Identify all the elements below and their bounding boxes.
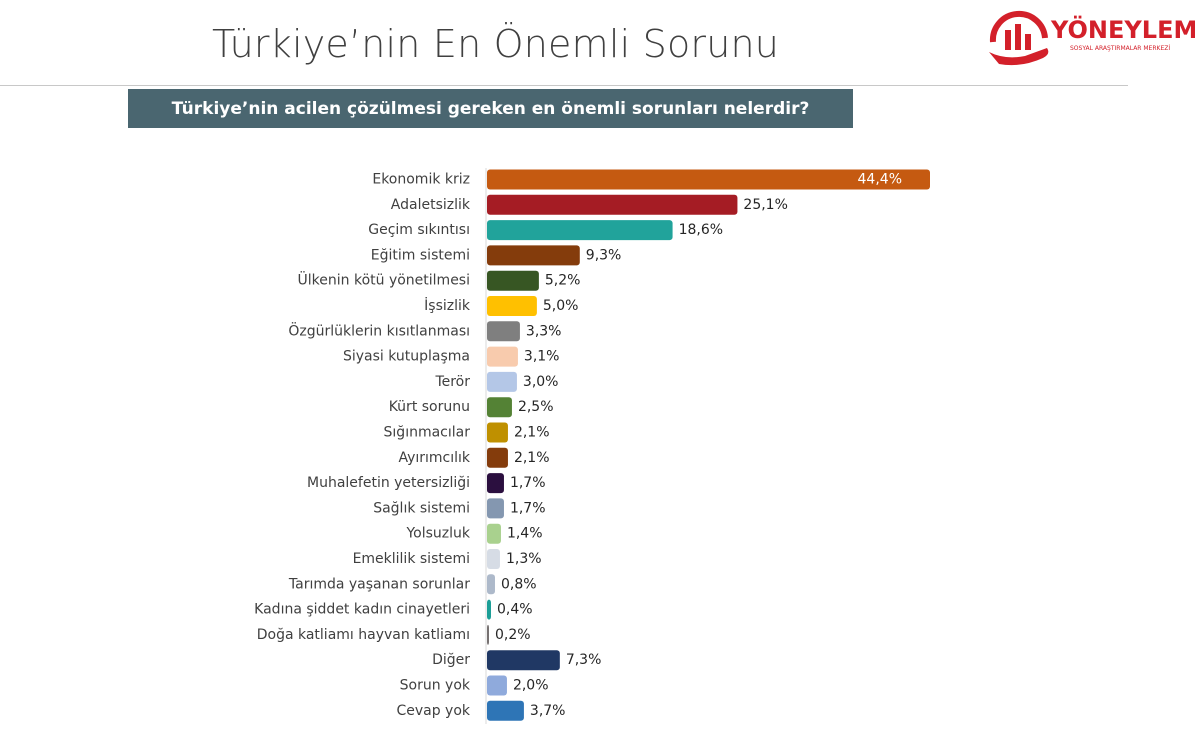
bar <box>487 447 508 468</box>
logo-hand-icon <box>989 48 1049 66</box>
value-label: 2,1% <box>514 425 550 441</box>
bar <box>487 321 520 342</box>
bar <box>487 371 517 392</box>
bar <box>487 397 512 418</box>
category-label: Geçim sıkıntısı <box>368 222 470 238</box>
value-label: 3,3% <box>526 323 562 339</box>
value-label: 18,6% <box>679 222 723 238</box>
bar <box>487 270 539 291</box>
page-title: Türkiye’nin En Önemli Sorunu <box>212 22 780 66</box>
category-label: Yolsuzluk <box>405 526 470 542</box>
value-label: 9,3% <box>586 247 622 263</box>
value-label: 1,3% <box>506 551 542 567</box>
category-label: Sağlık sistemi <box>373 500 470 516</box>
bar <box>487 422 508 443</box>
category-label: Muhalefetin yetersizliği <box>307 475 470 491</box>
bar <box>487 169 930 190</box>
bar <box>487 346 518 367</box>
logo-arc-icon <box>989 11 1048 43</box>
question-text: Türkiye’nin acilen çözülmesi gereken en … <box>171 98 810 119</box>
value-label: 2,0% <box>513 678 549 694</box>
category-label: Kadına şiddet kadın cinayetleri <box>254 602 470 618</box>
value-label: 2,1% <box>514 450 550 466</box>
value-label: 5,2% <box>545 273 581 289</box>
chart-marks: Ekonomik kriz 44,4% Adaletsizlik 25,1% Geçim… <box>254 169 930 721</box>
category-label: Terör <box>434 374 470 390</box>
category-label: İşsizlik <box>424 296 471 314</box>
title-divider <box>0 85 1128 86</box>
value-label: 5,0% <box>543 298 579 314</box>
value-label: 0,2% <box>495 627 531 643</box>
category-label: Diğer <box>432 652 470 668</box>
bar <box>487 700 524 721</box>
logo-bar-icon <box>1025 34 1031 50</box>
category-label: Özgürlüklerin kısıtlanması <box>288 321 470 339</box>
category-label: Doğa katliamı hayvan katliamı <box>257 627 470 643</box>
value-label: 2,5% <box>518 399 554 415</box>
logo-tagline: SOSYAL ARAŞTIRMALAR MERKEZİ <box>1070 45 1170 52</box>
category-label: Ayırımcılık <box>398 450 470 466</box>
category-label: Cevap yok <box>396 703 470 719</box>
value-label: 25,1% <box>743 197 787 213</box>
bar <box>487 245 580 266</box>
value-label: 7,3% <box>566 652 602 668</box>
value-label: 3,0% <box>523 374 559 390</box>
bar <box>487 220 673 241</box>
category-label: Emeklilik sistemi <box>353 551 470 567</box>
bar <box>487 675 507 696</box>
bar <box>487 650 560 671</box>
category-label: Adaletsizlik <box>391 197 471 213</box>
value-label: 0,8% <box>501 576 537 592</box>
bar <box>487 194 738 215</box>
bar <box>487 599 491 620</box>
value-label: 1,4% <box>507 526 543 542</box>
value-label: 0,4% <box>497 602 533 618</box>
logo-bar-icon <box>1005 30 1011 50</box>
question-banner: Türkiye’nin acilen çözülmesi gereken en … <box>128 89 853 128</box>
category-label: Eğitim sistemi <box>371 247 470 263</box>
category-label: Tarımda yaşanan sorunlar <box>288 576 470 592</box>
value-label: 1,7% <box>510 500 546 516</box>
value-label: 3,1% <box>524 349 560 365</box>
yoneylem-logo: YÖNEYLEM SOSYAL ARAŞTIRMALAR MERKEZİ <box>989 11 1195 66</box>
category-label: Siyasi kutuplaşma <box>343 349 470 365</box>
category-label: Sorun yok <box>400 678 471 694</box>
bar <box>487 498 504 519</box>
category-label: Ülkenin kötü yönetilmesi <box>298 271 470 289</box>
bar <box>487 574 495 595</box>
logo-wordmark: YÖNEYLEM <box>1050 14 1195 44</box>
bar <box>487 523 501 544</box>
category-label: Kürt sorunu <box>389 399 470 415</box>
bar <box>487 473 504 494</box>
value-label: 1,7% <box>510 475 546 491</box>
bar <box>487 549 500 569</box>
value-label: 44,4% <box>858 172 902 188</box>
category-label: Sığınmacılar <box>384 425 471 441</box>
value-label: 3,7% <box>530 703 566 719</box>
bar <box>487 624 489 645</box>
category-label: Ekonomik kriz <box>372 172 470 188</box>
logo-bar-icon <box>1015 24 1021 50</box>
bar <box>487 296 537 316</box>
